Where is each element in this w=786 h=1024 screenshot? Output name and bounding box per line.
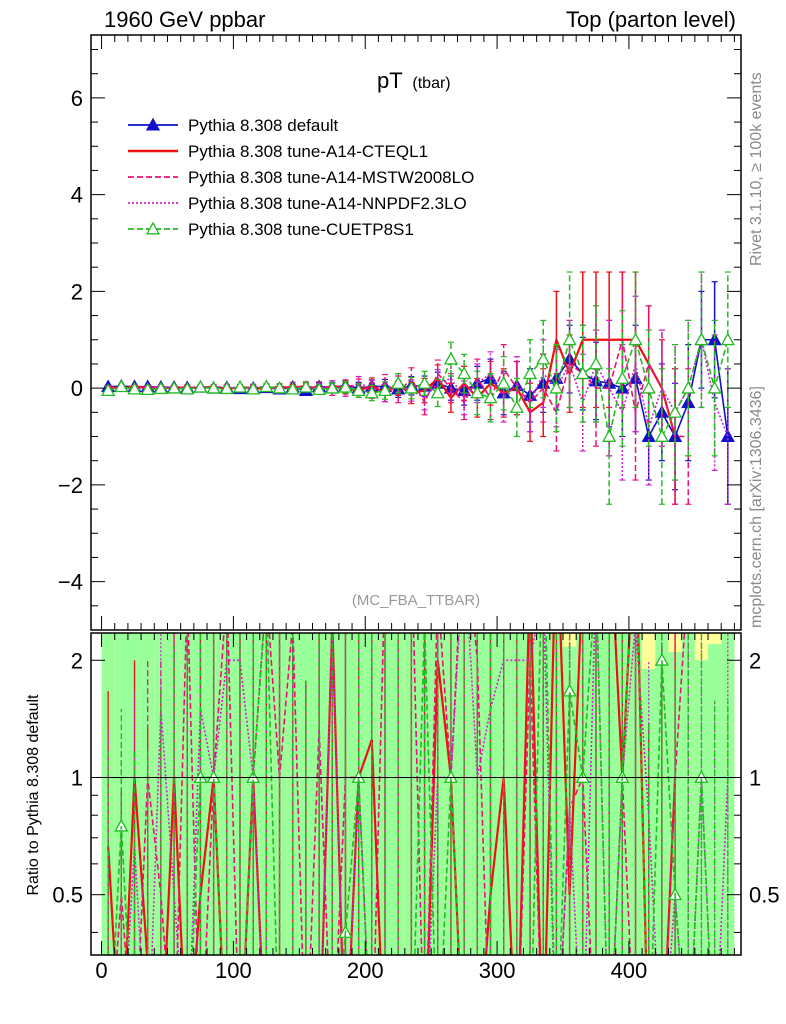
series-5-point bbox=[114, 379, 129, 393]
y-tick-label: 2 bbox=[71, 279, 83, 304]
series-5-point bbox=[602, 429, 617, 442]
series-5-point bbox=[351, 383, 366, 396]
series-5-point bbox=[246, 381, 261, 395]
y-tick-label: 0 bbox=[71, 376, 83, 401]
series-5-point bbox=[166, 380, 182, 394]
series-5-point bbox=[338, 379, 353, 393]
series-5-point bbox=[298, 379, 314, 393]
series-5-point bbox=[720, 332, 735, 346]
ratio-tick-label: 2 bbox=[71, 648, 83, 673]
series-5-point bbox=[193, 379, 208, 393]
series-5-point bbox=[536, 351, 551, 365]
x-tick-label: 0 bbox=[95, 958, 107, 983]
series-5-point bbox=[430, 385, 445, 399]
legend-label-5: Pythia 8.308 tune-CUETP8S1 bbox=[188, 220, 414, 239]
series-5-point bbox=[707, 380, 722, 394]
series-5-point bbox=[457, 366, 472, 380]
series-5-point bbox=[694, 332, 709, 346]
legend-marker-1 bbox=[145, 117, 161, 131]
series-5-point bbox=[219, 381, 234, 395]
ratio-tick-label: 0.5 bbox=[749, 883, 780, 908]
legend-label-1: Pythia 8.308 default bbox=[188, 116, 339, 135]
series-5-point bbox=[377, 383, 393, 396]
series-5-point bbox=[654, 429, 669, 442]
series-5-point bbox=[153, 381, 168, 395]
rivet-label: Rivet 3.1.10, ≥ 100k events bbox=[748, 72, 765, 266]
legend-label-2: Pythia 8.308 tune-A14-CTEQL1 bbox=[188, 142, 428, 161]
series-5-point bbox=[681, 380, 696, 394]
y-tick-label: −2 bbox=[58, 473, 83, 498]
series-5-point bbox=[522, 366, 538, 380]
y-tick-label: 4 bbox=[71, 183, 83, 208]
series-5-point bbox=[562, 332, 577, 346]
series-5-point bbox=[496, 375, 511, 389]
series-5-point bbox=[391, 375, 406, 389]
x-tick-label: 200 bbox=[347, 958, 384, 983]
y-tick-label: 6 bbox=[71, 86, 83, 111]
series-5-point bbox=[575, 366, 590, 380]
legend-marker-5 bbox=[145, 221, 161, 235]
ratio-ylabel: Ratio to Pythia 8.308 default bbox=[25, 694, 42, 896]
x-tick-label: 400 bbox=[611, 958, 648, 983]
series-5-point bbox=[285, 381, 300, 395]
series-4-ratio-line bbox=[127, 633, 729, 955]
series-2-ratio-line bbox=[107, 633, 677, 955]
series-5-point bbox=[140, 382, 155, 396]
series-5-point bbox=[509, 400, 524, 413]
series-5-point bbox=[364, 385, 379, 399]
plot-title: pT (tbar) bbox=[377, 68, 451, 93]
header-right: Top (parton level) bbox=[566, 7, 736, 32]
series-5-point bbox=[549, 380, 564, 394]
ratio-tick-label: 1 bbox=[71, 765, 83, 790]
series-5-point bbox=[483, 390, 498, 404]
x-tick-label: 100 bbox=[215, 958, 252, 983]
series-5-point bbox=[272, 380, 287, 394]
x-tick-label: 300 bbox=[479, 958, 516, 983]
series-5-point bbox=[667, 404, 683, 418]
series-5-point bbox=[628, 332, 643, 346]
series-5-point bbox=[443, 351, 459, 365]
ratio-tick-label: 2 bbox=[749, 648, 761, 673]
series-5-ratio-point bbox=[114, 818, 129, 832]
series-5-point bbox=[311, 382, 327, 396]
legend-label-3: Pythia 8.308 tune-A14-MSTW2008LO bbox=[188, 168, 474, 187]
series-5-point bbox=[325, 380, 340, 394]
series-5-point bbox=[180, 381, 195, 395]
series-5-point bbox=[641, 380, 656, 394]
ratio-frame bbox=[90, 632, 742, 956]
analysis-label: (MC_FBA_TTBAR) bbox=[352, 592, 480, 609]
mcplots-label: mcplots.cern.ch [arXiv:1306.3436] bbox=[748, 386, 765, 628]
series-5-point bbox=[470, 385, 485, 399]
legend-label-4: Pythia 8.308 tune-A14-NNPDF2.3LO bbox=[188, 194, 467, 213]
series-5-point bbox=[127, 381, 142, 395]
series-5-point bbox=[404, 380, 419, 394]
series-5-point bbox=[206, 380, 221, 394]
header-left: 1960 GeV ppbar bbox=[104, 7, 266, 32]
series-5-point bbox=[101, 383, 116, 396]
ratio-tick-label: 0.5 bbox=[52, 883, 83, 908]
series-5-point bbox=[588, 356, 604, 370]
series-5-point bbox=[417, 375, 432, 389]
band-1sigma bbox=[681, 633, 695, 955]
series-5-point bbox=[615, 371, 630, 384]
ratio-tick-label: 1 bbox=[749, 765, 761, 790]
y-tick-label: −4 bbox=[58, 570, 83, 595]
main-frame bbox=[90, 34, 742, 631]
series-5-point bbox=[232, 379, 248, 393]
series-5-point bbox=[259, 379, 274, 393]
